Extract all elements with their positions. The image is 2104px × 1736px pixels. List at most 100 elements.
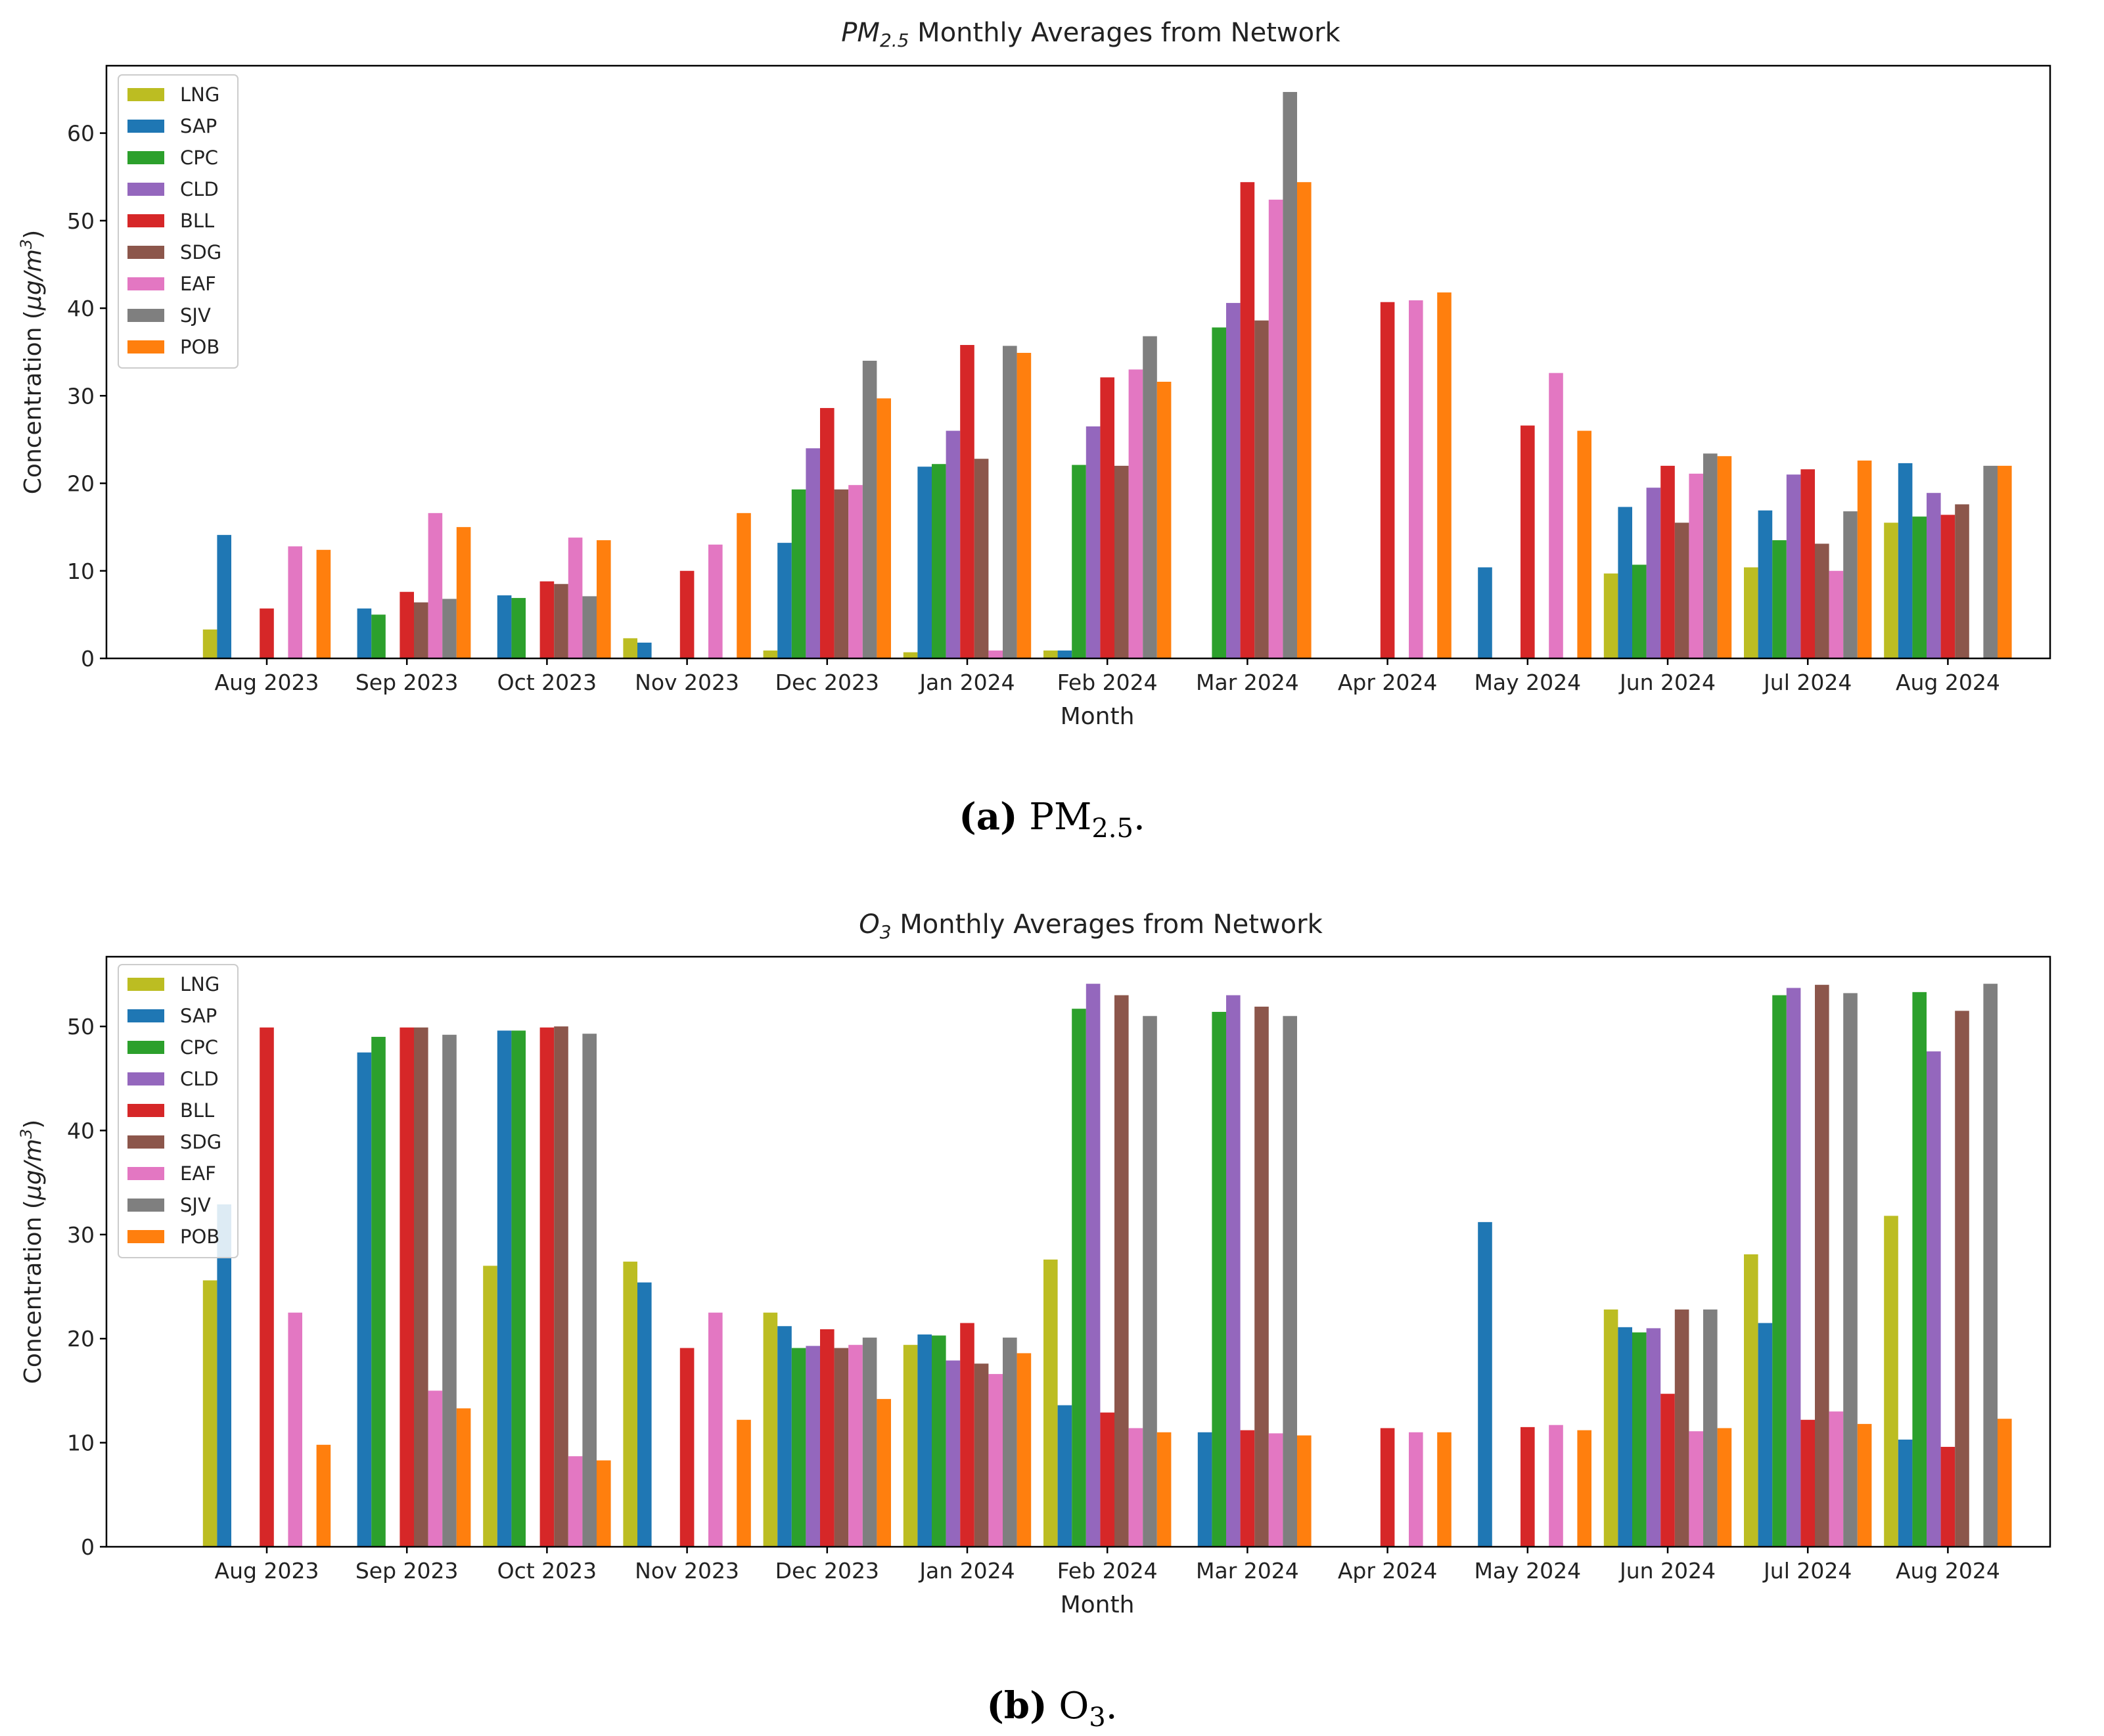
bar-pob-aug-2023: [316, 549, 331, 658]
bar-sdg-jul-2024: [1815, 543, 1829, 658]
bar-eaf-may-2024: [1549, 1425, 1563, 1547]
legend-swatch-bll: [127, 214, 164, 227]
bar-sap-may-2024: [1478, 1222, 1492, 1547]
bar-bll-may-2024: [1521, 425, 1535, 658]
bar-eaf-aug-2023: [288, 546, 302, 658]
bar-sap-jul-2024: [1758, 1323, 1773, 1547]
figure-caption: (b) O3.: [986, 1684, 1117, 1733]
bar-sap-sep-2023: [357, 1052, 372, 1547]
x-tick-label: Feb 2024: [1057, 1558, 1158, 1584]
bar-sdg-dec-2023: [834, 489, 849, 658]
bar-sap-oct-2023: [497, 595, 512, 658]
legend-label-sjv: SJV: [180, 304, 211, 327]
bar-cld-mar-2024: [1226, 995, 1241, 1547]
bar-cpc-sep-2023: [371, 614, 386, 658]
bar-bll-oct-2023: [539, 581, 555, 658]
bar-eaf-feb-2024: [1128, 369, 1143, 658]
bar-lng-feb-2024: [1043, 1259, 1058, 1547]
bars-group: [202, 984, 2012, 1547]
bar-bll-dec-2023: [820, 407, 835, 658]
bar-cpc-jun-2024: [1632, 1332, 1647, 1547]
legend-label-sap: SAP: [180, 1005, 217, 1027]
x-tick-label: Apr 2024: [1338, 1558, 1438, 1584]
bar-sjv-jan-2024: [1003, 346, 1017, 658]
bar-cpc-jan-2024: [932, 1335, 946, 1547]
legend-swatch-eaf: [127, 1167, 164, 1180]
bar-pob-jun-2024: [1717, 1428, 1732, 1547]
bar-cpc-oct-2023: [511, 598, 526, 658]
bar-cpc-sep-2023: [371, 1036, 386, 1547]
bar-sdg-mar-2024: [1254, 1007, 1269, 1547]
x-axis-label: Month: [1061, 1591, 1135, 1618]
bar-cpc-dec-2023: [791, 1348, 806, 1547]
legend-label-bll: BLL: [180, 210, 214, 232]
bar-sjv-mar-2024: [1283, 91, 1297, 659]
plot-frame: [105, 955, 2051, 1548]
y-tick-label: 0: [81, 1534, 95, 1560]
x-tick-label: Sep 2023: [355, 670, 459, 695]
legend-swatch-lng: [127, 978, 164, 991]
bar-sdg-mar-2024: [1254, 320, 1269, 659]
bar-sjv-oct-2023: [582, 1034, 597, 1547]
bar-pob-feb-2024: [1156, 1432, 1172, 1547]
bar-sjv-sep-2023: [442, 1034, 457, 1547]
x-axis-ticks: Aug 2023 Sep 2023 Oct 2023 Nov 2023 Dec 2023…: [215, 1547, 2000, 1584]
bar-sdg-feb-2024: [1114, 995, 1129, 1547]
bar-bll-aug-2024: [1940, 1446, 1955, 1547]
bar-pob-nov-2023: [737, 513, 751, 658]
bar-sjv-jan-2024: [1003, 1337, 1017, 1547]
bar-cpc-feb-2024: [1072, 1009, 1086, 1547]
bar-pob-jul-2024: [1857, 460, 1872, 658]
bar-bll-mar-2024: [1240, 182, 1255, 658]
x-tick-label: Aug 2023: [215, 670, 319, 695]
bar-sdg-aug-2024: [1955, 1011, 1969, 1547]
bar-cld-aug-2024: [1927, 493, 1941, 658]
y-tick-label: 10: [67, 1430, 95, 1456]
legend-swatch-sdg: [127, 246, 164, 259]
x-axis-ticks: Aug 2023 Sep 2023 Oct 2023 Nov 2023 Dec 2023…: [215, 658, 2000, 695]
bar-eaf-nov-2023: [708, 544, 723, 658]
bar-lng-aug-2024: [1884, 1216, 1898, 1547]
bar-bll-oct-2023: [539, 1027, 555, 1547]
y-tick-label: 40: [67, 1118, 95, 1143]
legend-box: [118, 74, 239, 369]
bar-cpc-oct-2023: [511, 1030, 526, 1547]
legend-swatch-bll: [127, 1104, 164, 1117]
bar-eaf-dec-2023: [848, 1344, 863, 1547]
x-tick-label: Sep 2023: [355, 1558, 459, 1584]
bar-sjv-oct-2023: [582, 596, 597, 658]
bar-eaf-jan-2024: [988, 651, 1003, 658]
legend-swatch-cpc: [127, 1041, 164, 1054]
bar-cld-jan-2024: [946, 430, 961, 658]
figure-caption: (a) PM2.5.: [959, 795, 1145, 844]
bar-sap-aug-2023: [217, 535, 231, 658]
legend-swatch-sjv: [127, 1199, 164, 1212]
bar-bll-sep-2023: [400, 591, 414, 658]
bar-sjv-aug-2024: [1983, 465, 1998, 658]
y-tick-label: 10: [67, 559, 95, 584]
bar-eaf-jun-2024: [1689, 473, 1703, 658]
bar-sap-jun-2024: [1618, 507, 1632, 658]
bar-sjv-sep-2023: [442, 599, 457, 658]
bar-pob-nov-2023: [737, 1419, 751, 1547]
bar-lng-jun-2024: [1603, 573, 1618, 658]
bar-cld-jan-2024: [946, 1360, 961, 1547]
x-tick-label: Jul 2024: [1762, 1558, 1852, 1584]
x-axis-label: Month: [1061, 703, 1135, 730]
bar-pob-apr-2024: [1437, 1432, 1452, 1547]
legend: LNG SAP CPC CLD BLL SDG EAF SJV POB: [118, 74, 239, 369]
x-tick-label: Dec 2023: [775, 670, 879, 695]
legend: LNG SAP CPC CLD BLL SDG EAF SJV POB: [118, 964, 239, 1258]
bar-sdg-jun-2024: [1674, 522, 1689, 658]
bar-pob-aug-2023: [316, 1444, 331, 1547]
x-tick-label: May 2024: [1474, 1558, 1581, 1584]
bar-pob-mar-2024: [1297, 1435, 1312, 1547]
bar-eaf-sep-2023: [428, 1390, 443, 1547]
bar-lng-oct-2023: [483, 1266, 497, 1547]
bar-lng-dec-2023: [763, 651, 778, 658]
bar-bll-feb-2024: [1100, 377, 1114, 658]
bar-pob-sep-2023: [456, 1408, 471, 1547]
legend-label-cpc: CPC: [180, 147, 218, 169]
panel-o3: O3 Monthly Averages from Network 0 10 20 30…: [17, 909, 2051, 1733]
